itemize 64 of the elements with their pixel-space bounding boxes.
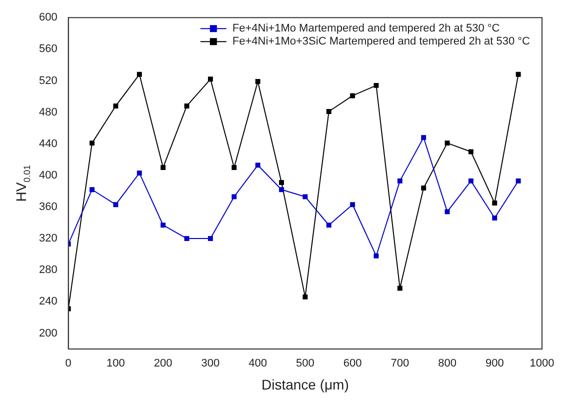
legend-label: Fe+4Ni+1Mo Martempered and tempered 2h at 530 °C	[232, 22, 500, 35]
point	[279, 180, 284, 185]
point	[136, 170, 142, 176]
point	[90, 187, 95, 192]
y-tick-label: 400	[38, 169, 58, 182]
x-tick-label: 1000	[530, 358, 554, 370]
x-tick-label: 600	[343, 358, 362, 370]
point	[421, 135, 426, 140]
point	[255, 162, 260, 168]
point	[444, 140, 450, 146]
point	[326, 109, 332, 114]
x-tick-label: 0	[65, 358, 72, 370]
point	[374, 253, 379, 258]
y-tick-label: 320	[38, 232, 58, 245]
point	[160, 165, 166, 170]
point	[421, 186, 426, 191]
point	[516, 72, 521, 77]
point	[136, 72, 142, 77]
point	[279, 187, 284, 192]
x-tick-label: 700	[390, 358, 410, 370]
point	[516, 178, 521, 184]
x-tick-label: 200	[154, 358, 172, 370]
x-tick-label: 900	[485, 358, 504, 370]
y-axis-title: HV0.01	[13, 164, 32, 202]
point	[302, 194, 308, 200]
y-tick-label: 360	[38, 201, 58, 214]
point	[444, 209, 450, 214]
point	[90, 140, 95, 146]
point	[350, 93, 356, 98]
legend-label: Fe+4Ni+1Mo+3SiC Martempered and tempered 2h at 530 °C	[232, 36, 530, 48]
point	[397, 178, 402, 184]
x-tick-label: 100	[106, 358, 125, 370]
point	[208, 236, 213, 242]
point	[113, 104, 118, 108]
x-axis-title: Distance (μm)	[261, 376, 349, 392]
point	[468, 178, 474, 184]
x-tick-label: 300	[201, 358, 220, 370]
y-tick-label: 440	[38, 138, 58, 150]
point	[397, 286, 402, 291]
y-tick-label: 240	[38, 296, 58, 308]
point	[113, 202, 118, 208]
point	[232, 165, 237, 170]
y-tick-label: 600	[38, 12, 58, 24]
point	[326, 222, 332, 228]
x-tick-label: 800	[438, 358, 456, 370]
point	[184, 104, 190, 108]
point	[302, 294, 308, 300]
point	[160, 222, 166, 228]
y-tick-label: 520	[38, 74, 58, 87]
y-tick-label: 480	[38, 106, 58, 118]
point	[208, 76, 213, 82]
y-tick-label: 200	[38, 327, 58, 340]
y-tick-label: 560	[38, 43, 58, 56]
y-tick-label: 280	[38, 264, 58, 276]
point	[492, 200, 498, 206]
point	[468, 149, 474, 154]
point	[492, 216, 498, 220]
point	[350, 202, 356, 208]
point	[255, 79, 260, 84]
point	[232, 194, 237, 200]
point	[374, 82, 379, 88]
point	[184, 236, 190, 242]
x-tick-label: 500	[296, 358, 314, 370]
x-tick-label: 400	[248, 358, 267, 370]
